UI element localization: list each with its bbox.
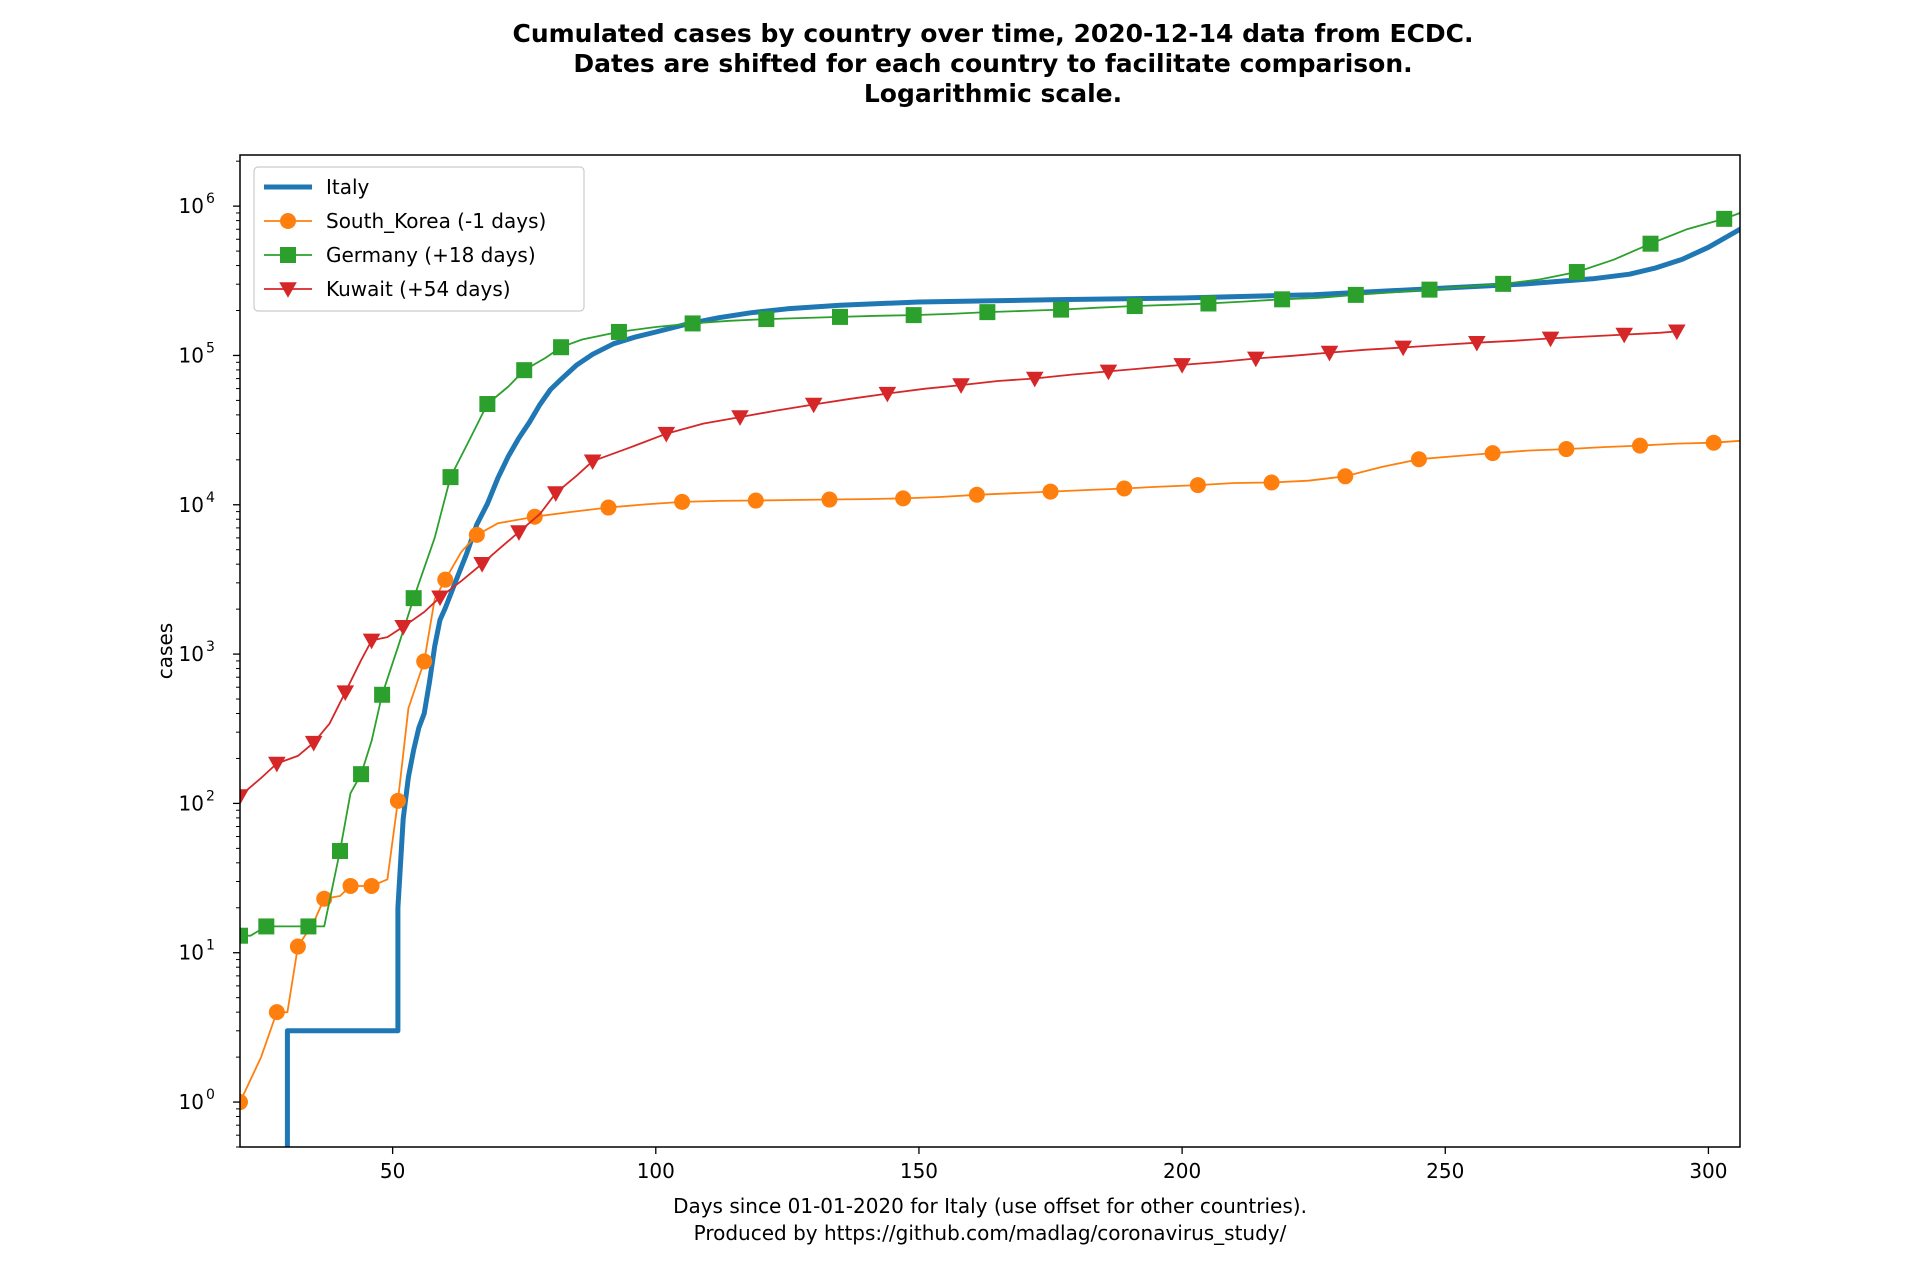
x-tick-label: 250 (1426, 1159, 1464, 1183)
series-south-korea-point (469, 527, 485, 543)
series-germany-point (1643, 236, 1659, 252)
x-tick-label: 200 (1163, 1159, 1201, 1183)
legend-item-italy-label: Italy (326, 175, 370, 199)
series-south-korea-point (821, 492, 837, 508)
series-south-korea-point (1485, 445, 1501, 461)
series-germany-point (906, 307, 922, 323)
y-tick-label: 10 (179, 194, 204, 218)
series-germany-point (685, 315, 701, 331)
y-tick-label: 10 (179, 343, 204, 367)
series-south-korea-point (1190, 477, 1206, 493)
legend-item-south-korea-label: South_Korea (-1 days) (326, 209, 546, 233)
series-south-korea-point (1264, 475, 1280, 491)
x-axis-label-line-1: Days since 01-01-2020 for Italy (use off… (673, 1194, 1307, 1218)
x-axis-label-line-2: Produced by https://github.com/madlag/co… (694, 1221, 1287, 1245)
series-south-korea-point (437, 572, 453, 588)
y-tick-exponent: 4 (206, 490, 215, 506)
y-tick-label: 10 (179, 791, 204, 815)
y-tick-exponent: 1 (206, 938, 215, 954)
title-line-3: Logarithmic scale. (864, 79, 1122, 108)
series-germany-point (832, 309, 848, 325)
y-tick-label: 10 (179, 941, 204, 965)
series-germany-point (1200, 295, 1216, 311)
series-germany-point (443, 469, 459, 485)
series-south-korea-point (290, 939, 306, 955)
legend-item-south-korea-marker (280, 213, 296, 229)
y-tick-label: 10 (179, 1090, 204, 1114)
series-south-korea-point (674, 494, 690, 510)
series-germany-point (300, 918, 316, 934)
series-south-korea-point (1558, 441, 1574, 457)
y-tick-exponent: 0 (206, 1087, 215, 1103)
y-tick-exponent: 2 (206, 788, 215, 804)
y-tick-label: 10 (179, 493, 204, 517)
series-germany-point (1274, 291, 1290, 307)
series-germany-point (353, 766, 369, 782)
y-tick-label: 10 (179, 642, 204, 666)
series-south-korea-point (1411, 451, 1427, 467)
series-germany-point (1569, 264, 1585, 280)
series-germany-point (1348, 287, 1364, 303)
series-germany-point (979, 304, 995, 320)
series-germany-point (758, 311, 774, 327)
y-tick-exponent: 6 (206, 191, 215, 207)
chart: Cumulated cases by country over time, 20… (0, 0, 1920, 1280)
series-germany-point (1053, 302, 1069, 318)
x-tick-label: 150 (900, 1159, 938, 1183)
legend-item-germany-label: Germany (+18 days) (326, 243, 536, 267)
legend: Italy South_Korea (-1 days) Germany (+18 d… (254, 167, 584, 311)
series-germany-point (1421, 282, 1437, 298)
series-south-korea-point (1043, 484, 1059, 500)
series-germany-point (1716, 211, 1732, 227)
series-germany-point (1495, 276, 1511, 292)
series-germany-point (479, 396, 495, 412)
series-germany-point (611, 324, 627, 340)
series-south-korea-point (1116, 481, 1132, 497)
series-germany-point (516, 362, 532, 378)
legend-item-kuwait-label: Kuwait (+54 days) (326, 277, 511, 301)
series-south-korea-point (895, 490, 911, 506)
series-south-korea-point (390, 793, 406, 809)
x-tick-label: 100 (637, 1159, 675, 1183)
series-germany-point (332, 843, 348, 859)
x-tick-label: 300 (1689, 1159, 1727, 1183)
series-south-korea-point (416, 653, 432, 669)
y-tick-exponent: 3 (206, 639, 215, 655)
series-germany-point (374, 687, 390, 703)
series-germany-point (1127, 298, 1143, 314)
series-germany-point (553, 339, 569, 355)
y-axis-label: cases (153, 623, 177, 679)
series-south-korea-point (343, 878, 359, 894)
series-germany-point (258, 918, 274, 934)
series-south-korea-point (748, 493, 764, 509)
series-south-korea-point (269, 1004, 285, 1020)
title-line-2: Dates are shifted for each country to fa… (573, 49, 1412, 78)
y-tick-exponent: 5 (206, 340, 215, 356)
legend-item-germany-marker (280, 247, 296, 263)
series-germany-point (406, 590, 422, 606)
series-south-korea-point (969, 487, 985, 503)
series-south-korea-point (1337, 468, 1353, 484)
series-south-korea-point (600, 500, 616, 516)
x-tick-label: 50 (380, 1159, 405, 1183)
series-south-korea-point (1706, 435, 1722, 451)
series-south-korea-point (1632, 438, 1648, 454)
series-south-korea-point (364, 878, 380, 894)
title-line-1: Cumulated cases by country over time, 20… (512, 19, 1473, 48)
